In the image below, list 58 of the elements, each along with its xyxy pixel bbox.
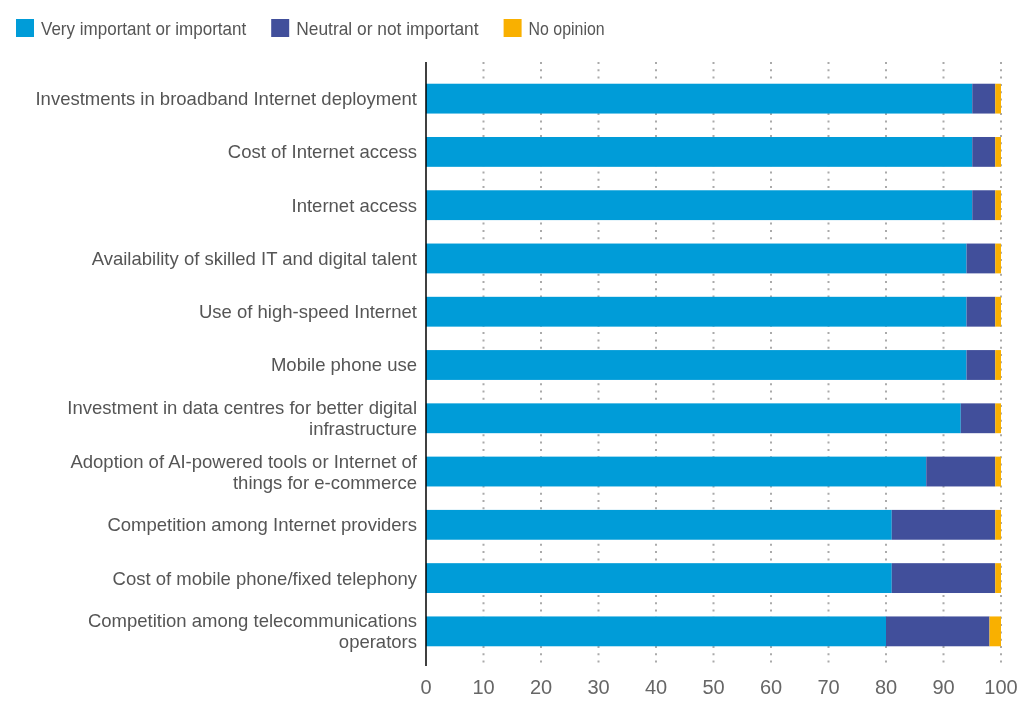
bar xyxy=(995,456,1001,487)
bar xyxy=(972,190,996,221)
bar xyxy=(995,136,1001,167)
y-tick-label: Investments in broadband Internet deployment xyxy=(35,88,417,110)
bar xyxy=(426,190,973,221)
x-tick-label: 70 xyxy=(817,676,840,698)
bar xyxy=(995,563,1001,594)
y-tick-label: Use of high-speed Internet xyxy=(198,301,417,323)
bar xyxy=(995,243,1001,274)
y-tick-label: Investment in data centres for better digital infrastructure xyxy=(67,397,417,440)
y-tick-label: Adoption of AI-powered tools or Internet of things for e-commerce xyxy=(70,450,418,493)
bar xyxy=(426,403,961,434)
x-tick-label: 60 xyxy=(759,676,783,698)
x-tick-label: 80 xyxy=(874,676,898,698)
x-tick-label: 90 xyxy=(932,676,955,698)
bar xyxy=(966,243,996,274)
bar xyxy=(891,563,996,594)
legend-label: Neutral or not important xyxy=(296,17,496,39)
bar xyxy=(426,136,973,167)
y-tick-label: Competition among telecommunications operators xyxy=(87,610,417,653)
bar xyxy=(960,403,996,434)
x-tick-label: 50 xyxy=(702,676,725,698)
bar xyxy=(426,456,927,487)
y-tick-label: Mobile phone use xyxy=(270,354,417,376)
bar xyxy=(995,509,1001,540)
y-tick-label: Cost of Internet access xyxy=(227,141,417,163)
bar xyxy=(995,190,1001,221)
bar xyxy=(972,83,996,114)
bar xyxy=(926,456,996,487)
x-tick-label: 40 xyxy=(644,676,668,698)
bar xyxy=(966,296,996,327)
bar xyxy=(995,83,1001,114)
y-tick-label: Cost of mobile phone/fixed telephony xyxy=(112,567,418,589)
x-tick-label: 10 xyxy=(472,676,495,698)
bar xyxy=(426,243,967,274)
bar xyxy=(995,403,1001,434)
legend-label: No opinion xyxy=(528,17,620,39)
bar xyxy=(891,509,996,540)
bar xyxy=(426,83,973,114)
bar xyxy=(886,616,990,647)
bar xyxy=(972,136,996,167)
bar xyxy=(426,616,886,647)
bar xyxy=(995,350,1001,380)
bar xyxy=(426,296,967,327)
y-tick-label: Availability of skilled IT and digital talent xyxy=(91,247,417,269)
x-tick-label: 100 xyxy=(984,676,1018,698)
y-tick-label: Internet access xyxy=(291,194,417,216)
x-tick-label: 0 xyxy=(420,676,432,698)
bar xyxy=(426,509,892,540)
bar xyxy=(966,350,996,380)
legend-label: Very important or important xyxy=(41,17,271,39)
x-tick-label: 20 xyxy=(529,676,553,698)
bar xyxy=(995,296,1001,327)
bar xyxy=(989,616,1001,647)
bar xyxy=(426,563,892,594)
bar xyxy=(426,350,967,380)
x-tick-label: 30 xyxy=(587,676,610,698)
y-tick-label: Competition among Internet providers xyxy=(107,514,417,536)
